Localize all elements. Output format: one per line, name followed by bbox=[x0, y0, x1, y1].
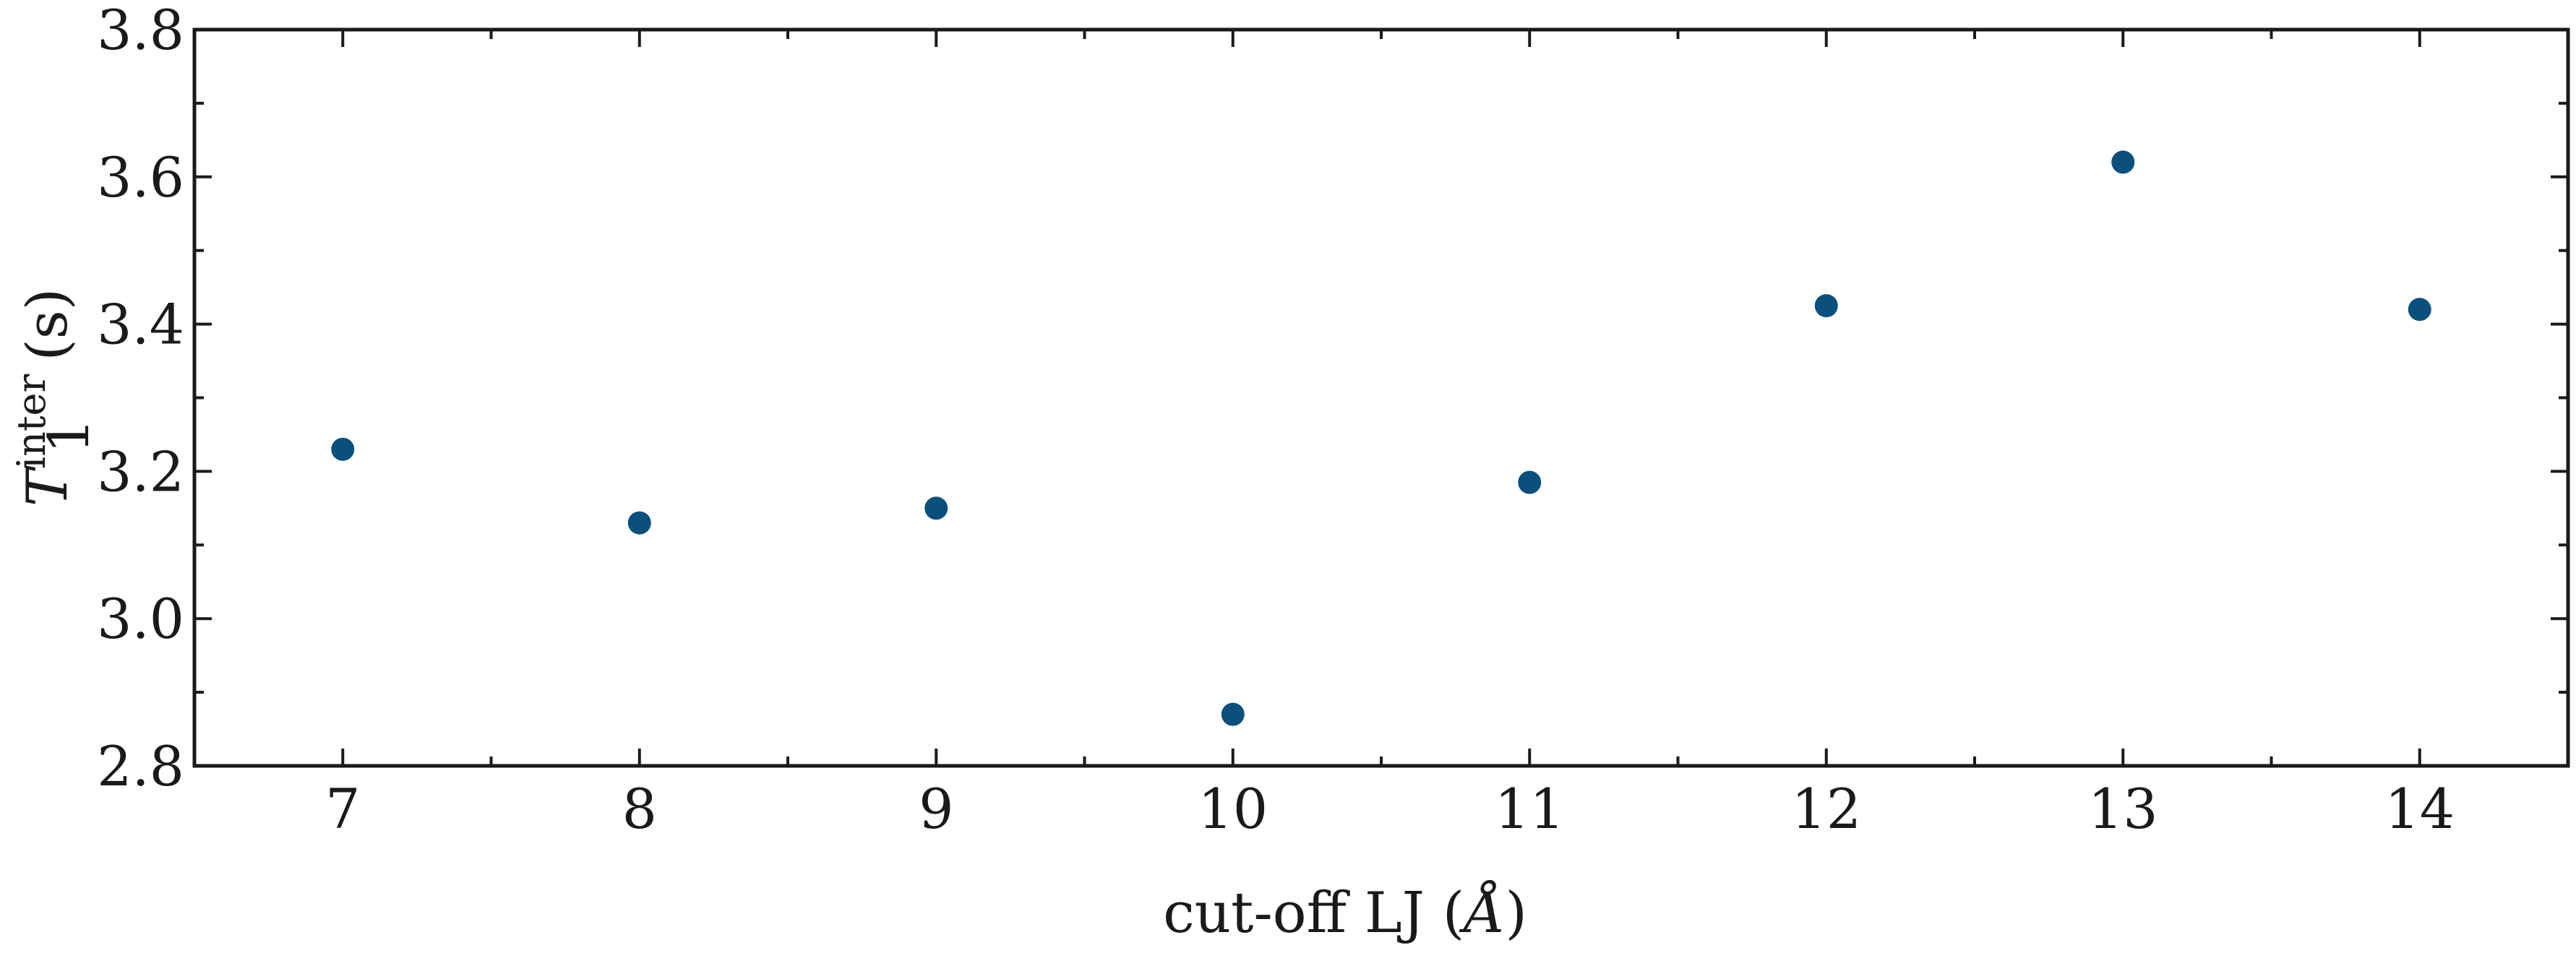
data-point bbox=[1518, 470, 1542, 494]
y-axis-label-unit: (s) bbox=[15, 288, 80, 361]
x-tick-label: 13 bbox=[2088, 777, 2158, 841]
x-axis-label-close: ) bbox=[1506, 881, 1527, 946]
y-axis-label-superscript: inter bbox=[9, 374, 54, 469]
y-tick-label: 2.8 bbox=[97, 734, 184, 798]
y-tick-label: 3.6 bbox=[97, 145, 184, 210]
plot-frame bbox=[192, 27, 2570, 768]
y-tick-label: 3.0 bbox=[97, 587, 184, 651]
data-point bbox=[924, 496, 948, 520]
data-point bbox=[627, 511, 651, 535]
y-axis-label: Tinter (s) 1 bbox=[9, 288, 102, 506]
x-axis-label-unit: Å bbox=[1459, 879, 1505, 946]
y-tick-labels: 2.8 3.0 3.2 3.4 3.6 3.8 bbox=[97, 0, 184, 798]
x-tick-label: 8 bbox=[622, 777, 657, 841]
axis-ticks bbox=[194, 28, 2568, 767]
data-point bbox=[1814, 294, 1838, 318]
svg-text:Tinter(s): Tinter (s) bbox=[9, 288, 80, 506]
x-tick-label: 9 bbox=[919, 777, 953, 841]
y-tick-label: 3.2 bbox=[97, 439, 184, 504]
data-point bbox=[331, 437, 355, 461]
x-tick-label: 10 bbox=[1198, 777, 1268, 841]
data-point bbox=[2408, 298, 2431, 322]
y-axis-label-symbol: T bbox=[15, 465, 80, 506]
y-tick-label: 3.8 bbox=[97, 0, 184, 62]
x-axis-label: cut-off LJ (Å) bbox=[1163, 879, 1527, 946]
x-tick-labels: 7 8 9 10 11 12 13 14 bbox=[325, 777, 2455, 841]
x-tick-label: 14 bbox=[2384, 777, 2455, 841]
x-tick-label: 12 bbox=[1791, 777, 1861, 841]
x-axis-label-text: cut-off LJ ( bbox=[1163, 881, 1464, 946]
data-points bbox=[331, 150, 2431, 726]
y-axis-label-subscript: 1 bbox=[37, 418, 102, 454]
x-tick-label: 11 bbox=[1495, 777, 1565, 841]
y-tick-label: 3.4 bbox=[97, 293, 184, 357]
x-tick-label: 7 bbox=[325, 777, 360, 841]
data-point bbox=[2111, 150, 2135, 174]
data-point bbox=[1221, 702, 1245, 726]
